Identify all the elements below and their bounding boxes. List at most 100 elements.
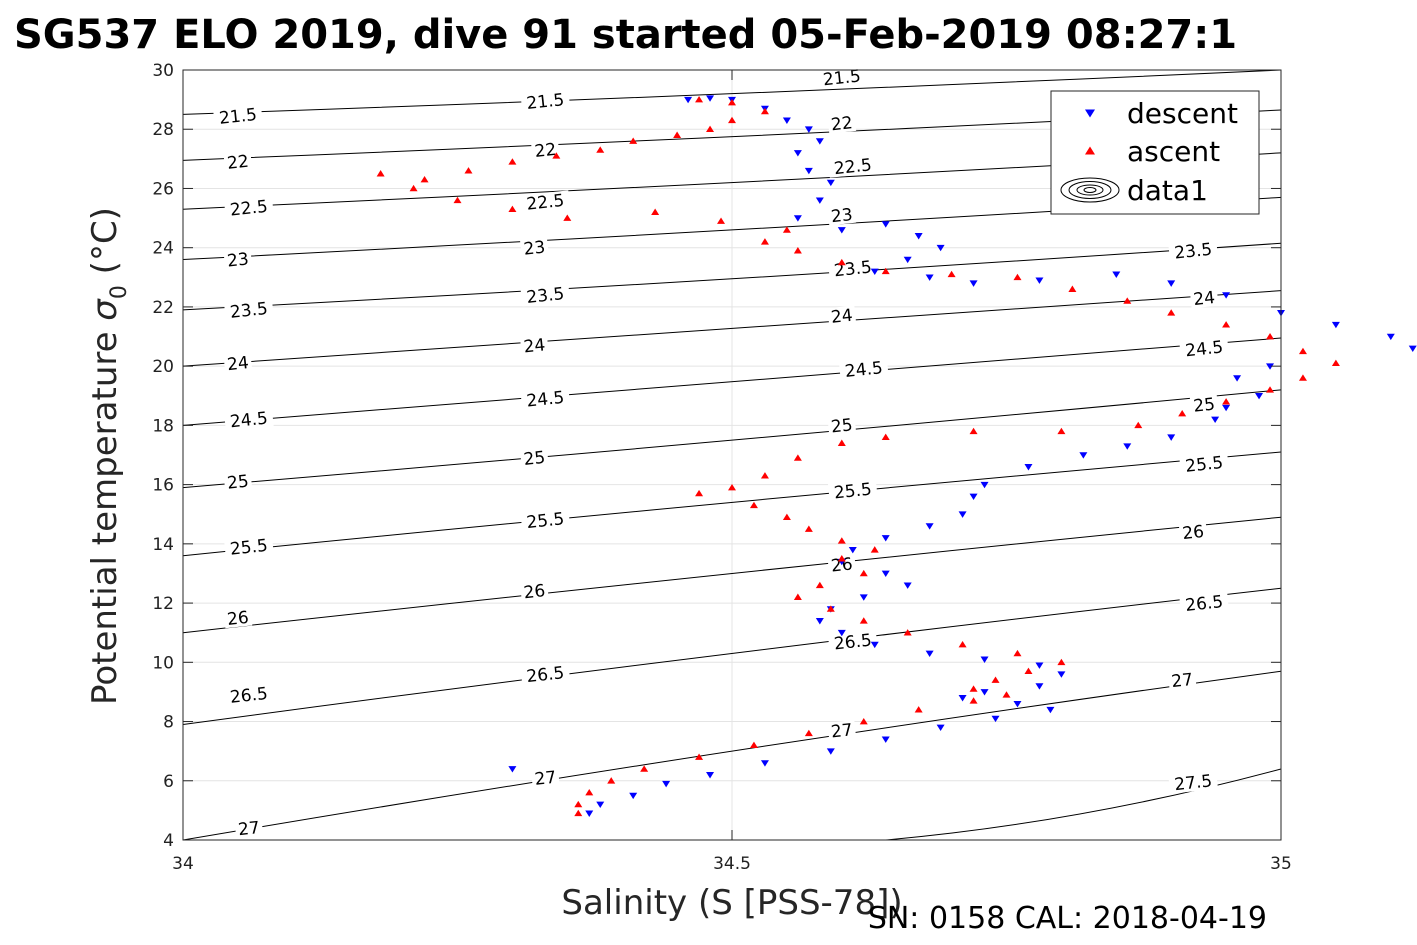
y-tick-label: 22 — [152, 298, 174, 318]
legend-contour-icon — [1060, 177, 1120, 203]
contour-label-bg — [1168, 770, 1218, 794]
legend-contour-icon — [1076, 184, 1104, 196]
contour-label-bg — [827, 112, 857, 134]
descent-series — [508, 95, 1417, 817]
contour-label: 25 — [1192, 395, 1216, 417]
ascent-point — [782, 513, 791, 520]
contour-label-bg — [520, 190, 571, 214]
y-tick-label: 16 — [152, 476, 174, 496]
contour-label: 26 — [1181, 522, 1205, 544]
chart-title: SG537 ELO 2019, dive 91 started 05-Feb-2… — [14, 12, 1237, 58]
descent-point — [1255, 392, 1264, 400]
y-tick-label: 18 — [152, 416, 174, 436]
ascent-point — [1178, 409, 1187, 417]
descent-point — [585, 810, 594, 817]
descent-point — [782, 117, 791, 124]
descent-point — [804, 167, 813, 175]
contour-label: 24.5 — [526, 388, 566, 412]
ascent-point — [607, 777, 616, 784]
descent-point — [914, 233, 923, 240]
contour-label-bg — [838, 357, 889, 381]
ascent-point — [695, 753, 704, 760]
x-tick-label: 34 — [172, 854, 194, 874]
ascent-point — [464, 167, 473, 174]
contour-label-bg — [519, 447, 549, 469]
contour-label-bg — [520, 283, 571, 307]
descent-point — [596, 801, 605, 809]
descent-point — [969, 493, 978, 501]
descent-point — [706, 772, 715, 779]
contour-25.5 — [183, 451, 1281, 557]
contour-label-bg — [223, 249, 253, 270]
ascent-point — [837, 555, 846, 562]
contour-label-bg — [223, 352, 253, 374]
contour-label-bg — [1178, 521, 1208, 543]
contour-27 — [183, 670, 1281, 840]
descent-point — [804, 126, 813, 133]
ascent-point — [695, 96, 704, 103]
descent-point — [793, 215, 802, 222]
ascent-point — [914, 706, 923, 713]
ascent-point — [1266, 386, 1275, 393]
contour-26.5 — [183, 587, 1281, 725]
ascent-point — [1222, 321, 1231, 328]
contour-label: 25.5 — [526, 509, 566, 533]
contour-labels: 21.5 21.5 21.5 22 22 22 22.5 22.5 22.5 23 23 23 23.5… — [213, 65, 1229, 840]
descent-point — [925, 523, 934, 530]
ascent-point — [969, 697, 978, 704]
ascent-point — [749, 741, 758, 749]
ascent-point — [958, 640, 967, 648]
ascent-point — [629, 137, 638, 144]
contour-label: 21.5 — [218, 105, 258, 129]
ascent-point — [859, 717, 868, 725]
ascent-point — [947, 270, 956, 278]
ascent-point — [673, 131, 682, 138]
descent-point — [1233, 375, 1242, 382]
contour-label-bg — [519, 237, 549, 259]
contour-label-bg — [224, 408, 274, 431]
ascent-point — [453, 196, 462, 204]
descent-point — [1079, 452, 1088, 459]
ascent-point — [969, 685, 978, 692]
ascent-point — [706, 125, 715, 133]
contour-label-bg — [827, 479, 878, 502]
ascent-point — [1123, 297, 1132, 304]
contour-label: 22 — [534, 140, 558, 162]
descent-point — [815, 138, 824, 145]
legend-contour-icon — [1083, 187, 1097, 193]
ascent-point — [1266, 332, 1275, 340]
contour-label: 23 — [226, 249, 250, 271]
descent-point — [1123, 443, 1132, 450]
descent-point — [629, 792, 638, 800]
ascent-point — [749, 501, 758, 509]
contour-label-bg — [816, 65, 867, 89]
contour-label: 26.5 — [833, 631, 873, 655]
ascent-point — [793, 247, 802, 254]
y-tick-label: 10 — [152, 653, 174, 673]
contour-label-bg — [519, 335, 549, 356]
descent-point — [793, 150, 802, 157]
descent-point — [1112, 271, 1121, 278]
contour-label: 26 — [830, 554, 854, 576]
ascent-point — [793, 593, 802, 600]
descent-point — [837, 227, 846, 234]
contour-27.5 — [885, 768, 1281, 840]
contour-label-bg — [520, 89, 571, 113]
y-axis-label-subscript: 0 — [107, 285, 132, 299]
contour-label: 24 — [226, 353, 250, 375]
descent-point — [881, 736, 890, 743]
descent-point — [958, 695, 967, 702]
y-tick-label: 12 — [152, 594, 174, 614]
contour-label-bg — [213, 104, 263, 128]
ascent-point — [640, 765, 649, 772]
ascent-point — [728, 116, 736, 124]
ascent-point — [728, 483, 736, 491]
legend-data1-label: data1 — [1127, 174, 1208, 207]
descent-point — [1035, 277, 1044, 284]
legend-ascent-marker — [1085, 146, 1095, 155]
contour-label: 21.5 — [822, 66, 862, 90]
descent-point — [958, 511, 967, 518]
contour-label: 23.5 — [229, 299, 269, 323]
contour-label: 22.5 — [833, 155, 873, 179]
